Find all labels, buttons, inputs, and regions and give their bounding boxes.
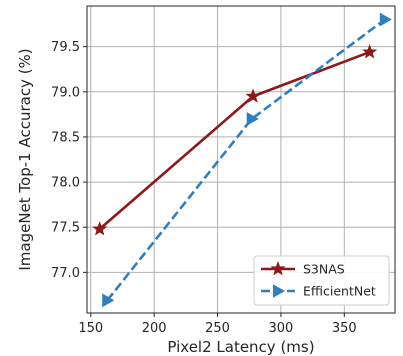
plot-frame <box>86 5 396 314</box>
x-tick-label: 250 <box>205 321 230 336</box>
x-tick-label: 200 <box>142 321 167 336</box>
y-tick-label: 78.5 <box>51 130 80 145</box>
series-layer <box>92 12 392 308</box>
grid-layer <box>87 6 395 313</box>
legend-item-s3nas: S3NAS <box>261 261 345 277</box>
tick-layer: 150 200 250 300 350 77.0 77.5 78.0 78.5 79.0 79.5 <box>51 40 357 336</box>
series-efficientnet <box>102 12 392 308</box>
x-axis-label: Pixel2 Latency (ms) <box>167 338 314 356</box>
legend-marker-s3nas <box>270 261 286 276</box>
legend: S3NAS EfficientNet <box>253 255 390 306</box>
data-point-s3nas <box>362 44 378 59</box>
y-tick-label: 78.0 <box>51 176 80 191</box>
x-tick-label: 350 <box>332 321 357 336</box>
legend-label-s3nas: S3NAS <box>303 262 345 277</box>
data-point-s3nas <box>92 221 108 236</box>
legend-marker-efficientnet <box>272 284 286 298</box>
y-tick-label: 77.0 <box>51 266 80 281</box>
x-tick-label: 300 <box>269 321 294 336</box>
y-tick-label: 79.0 <box>51 85 80 100</box>
data-point-efficientnet <box>102 293 115 308</box>
y-axis-label: ImageNet Top-1 Accuracy (%) <box>16 48 34 270</box>
legend-item-efficientnet: EfficientNet <box>261 284 376 299</box>
y-tick-label: 77.5 <box>51 221 80 236</box>
legend-items: S3NAS EfficientNet <box>261 261 376 299</box>
data-point-s3nas <box>245 88 261 103</box>
data-point-efficientnet <box>246 111 259 126</box>
x-tick-label: 150 <box>78 321 103 336</box>
y-tick-label: 79.5 <box>51 40 80 55</box>
legend-label-efficientnet: EfficientNet <box>303 284 376 299</box>
data-point-efficientnet <box>379 12 392 27</box>
series-s3nas <box>92 44 378 236</box>
series-line-efficientnet <box>106 18 386 302</box>
